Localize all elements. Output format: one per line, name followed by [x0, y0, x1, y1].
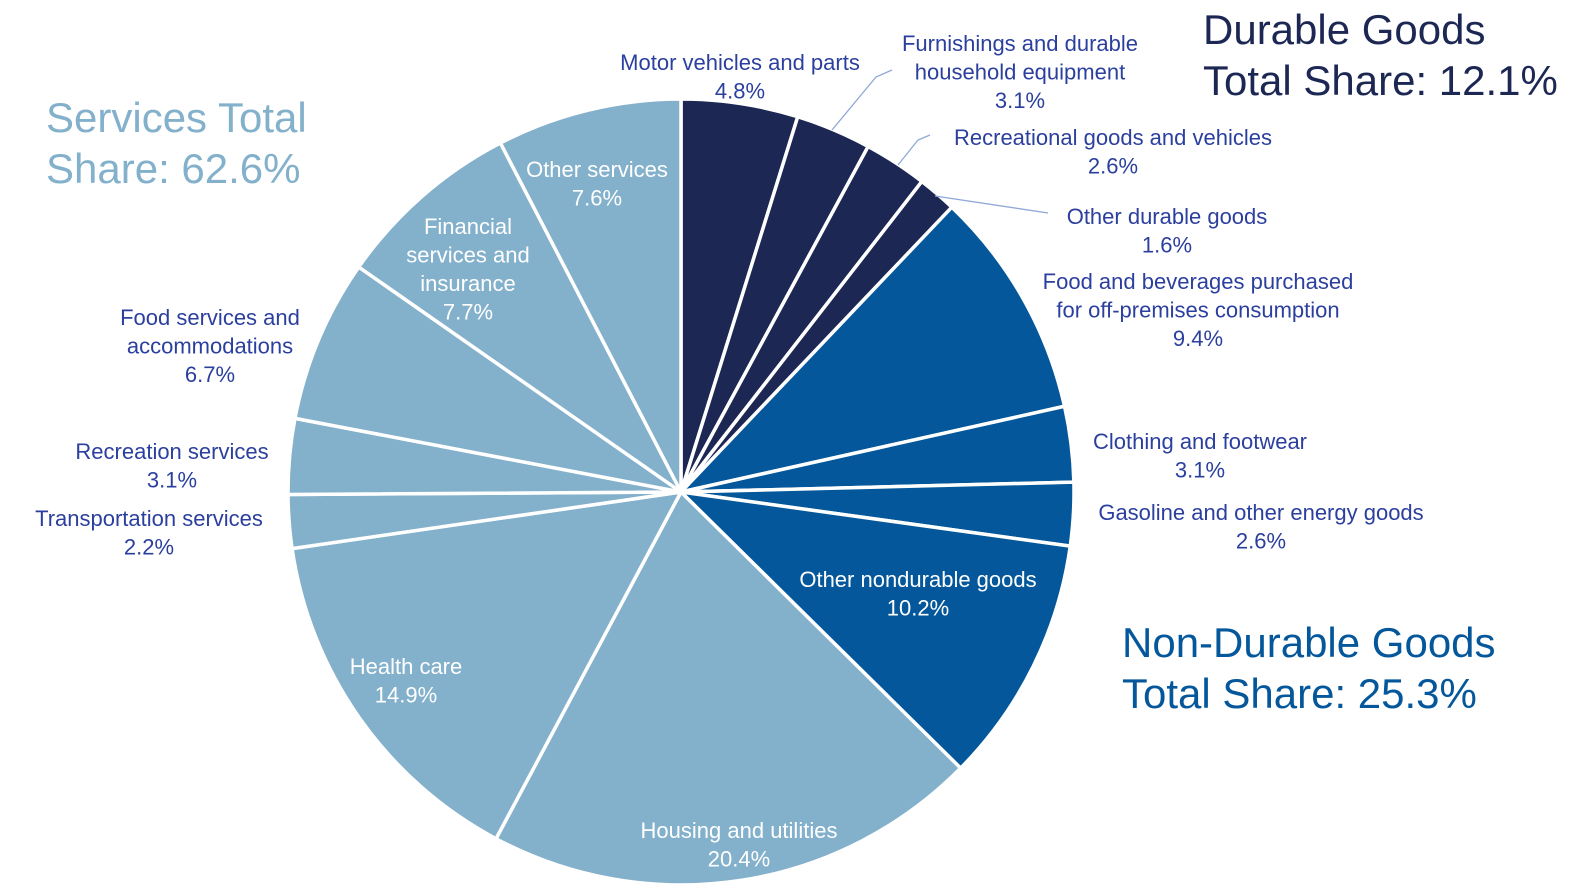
services-title-line2: Share: 62.6% [46, 145, 301, 192]
value-recreational-goods-and-vehicles: 2.6% [1088, 154, 1138, 179]
label-clothing-and-footwear: Clothing and footwear 3.1% [1093, 429, 1307, 483]
value-transportation-services: 2.2% [124, 535, 174, 560]
value-recreation-services: 3.1% [147, 468, 197, 493]
label-other-nondurable-goods: Other nondurable goods 10.2% [799, 567, 1036, 621]
nondurable-goods-title-line1: Non-Durable Goods [1122, 619, 1496, 666]
leader-furnishings-and-durable-household-equipment [831, 69, 893, 131]
label-recreational-goods-and-vehicles: Recreational goods and vehicles 2.6% [954, 125, 1272, 179]
label-food-services-and-accommodations: Food services and accommodations 6.7% [120, 305, 300, 387]
value-clothing-and-footwear: 3.1% [1175, 458, 1225, 483]
value-gasoline-and-other-energy-goods: 2.6% [1236, 529, 1286, 554]
services-title-line1: Services Total [46, 94, 307, 141]
slice-other-services [498, 97, 683, 494]
label-other-services: Other services 7.6% [526, 157, 668, 211]
label-recreation-services: Recreation services 3.1% [75, 439, 268, 493]
services-total: Services Total Share: 62.6% [46, 92, 307, 194]
nondurable-goods-title-line2: Total Share: 25.3% [1122, 670, 1477, 717]
leader-lines [831, 69, 1049, 214]
leader-other-durable-goods [934, 195, 1049, 214]
value-financial-services-and-insurance: 7.7% [443, 300, 493, 325]
label-housing-and-utilities: Housing and utilities 20.4% [641, 818, 838, 872]
value-motor-vehicles-and-parts: 4.8% [715, 79, 765, 104]
label-motor-vehicles-and-parts: Motor vehicles and parts 4.8% [620, 50, 860, 104]
label-other-durable-goods: Other durable goods 1.6% [1067, 204, 1268, 258]
slice-housing-and-utilities [494, 490, 963, 887]
durable-goods-title-line1: Durable Goods [1203, 6, 1486, 53]
durable-goods-title-line2: Total Share: 12.1% [1203, 57, 1558, 104]
label-transportation-services: Transportation services 2.2% [35, 506, 263, 560]
value-food-services-and-accommodations: 6.7% [185, 362, 235, 387]
value-furnishings-and-durable-household-equipment: 3.1% [995, 88, 1045, 113]
durable-goods-total: Durable Goods Total Share: 12.1% [1203, 4, 1558, 106]
slice-labels: Motor vehicles and parts 4.8% Furnishings … [35, 31, 1424, 872]
value-other-services: 7.6% [572, 186, 622, 211]
value-other-nondurable-goods: 10.2% [887, 596, 949, 621]
slice-other-nondurable-goods [679, 490, 1072, 770]
value-housing-and-utilities: 20.4% [708, 847, 770, 872]
pie-slices [286, 97, 1076, 887]
label-gasoline-and-other-energy-goods: Gasoline and other energy goods 2.6% [1098, 500, 1423, 554]
label-furnishings-and-durable-household-equipment: Furnishings and durable household equipme… [902, 31, 1138, 113]
label-food-and-beverages-purchased-for-off-premises-consumption: Food and beverages purchased for off-prem… [1043, 269, 1354, 351]
value-food-and-beverages-purchased-for-off-premises-consumption: 9.4% [1173, 326, 1223, 351]
nondurable-goods-total: Non-Durable Goods Total Share: 25.3% [1122, 617, 1496, 719]
slice-health-care [290, 490, 683, 841]
slice-food-services-and-accommodations [293, 265, 683, 494]
slice-financial-services-and-insurance [357, 141, 683, 494]
leader-recreational-goods-and-vehicles [897, 134, 931, 166]
label-health-care: Health care 14.9% [350, 654, 463, 708]
value-other-durable-goods: 1.6% [1142, 233, 1192, 258]
label-financial-services-and-insurance: Financial services and insurance 7.7% [406, 214, 530, 325]
value-health-care: 14.9% [375, 683, 437, 708]
slice-food-and-beverages-purchased-for-off-premises-consumption [679, 205, 1067, 494]
